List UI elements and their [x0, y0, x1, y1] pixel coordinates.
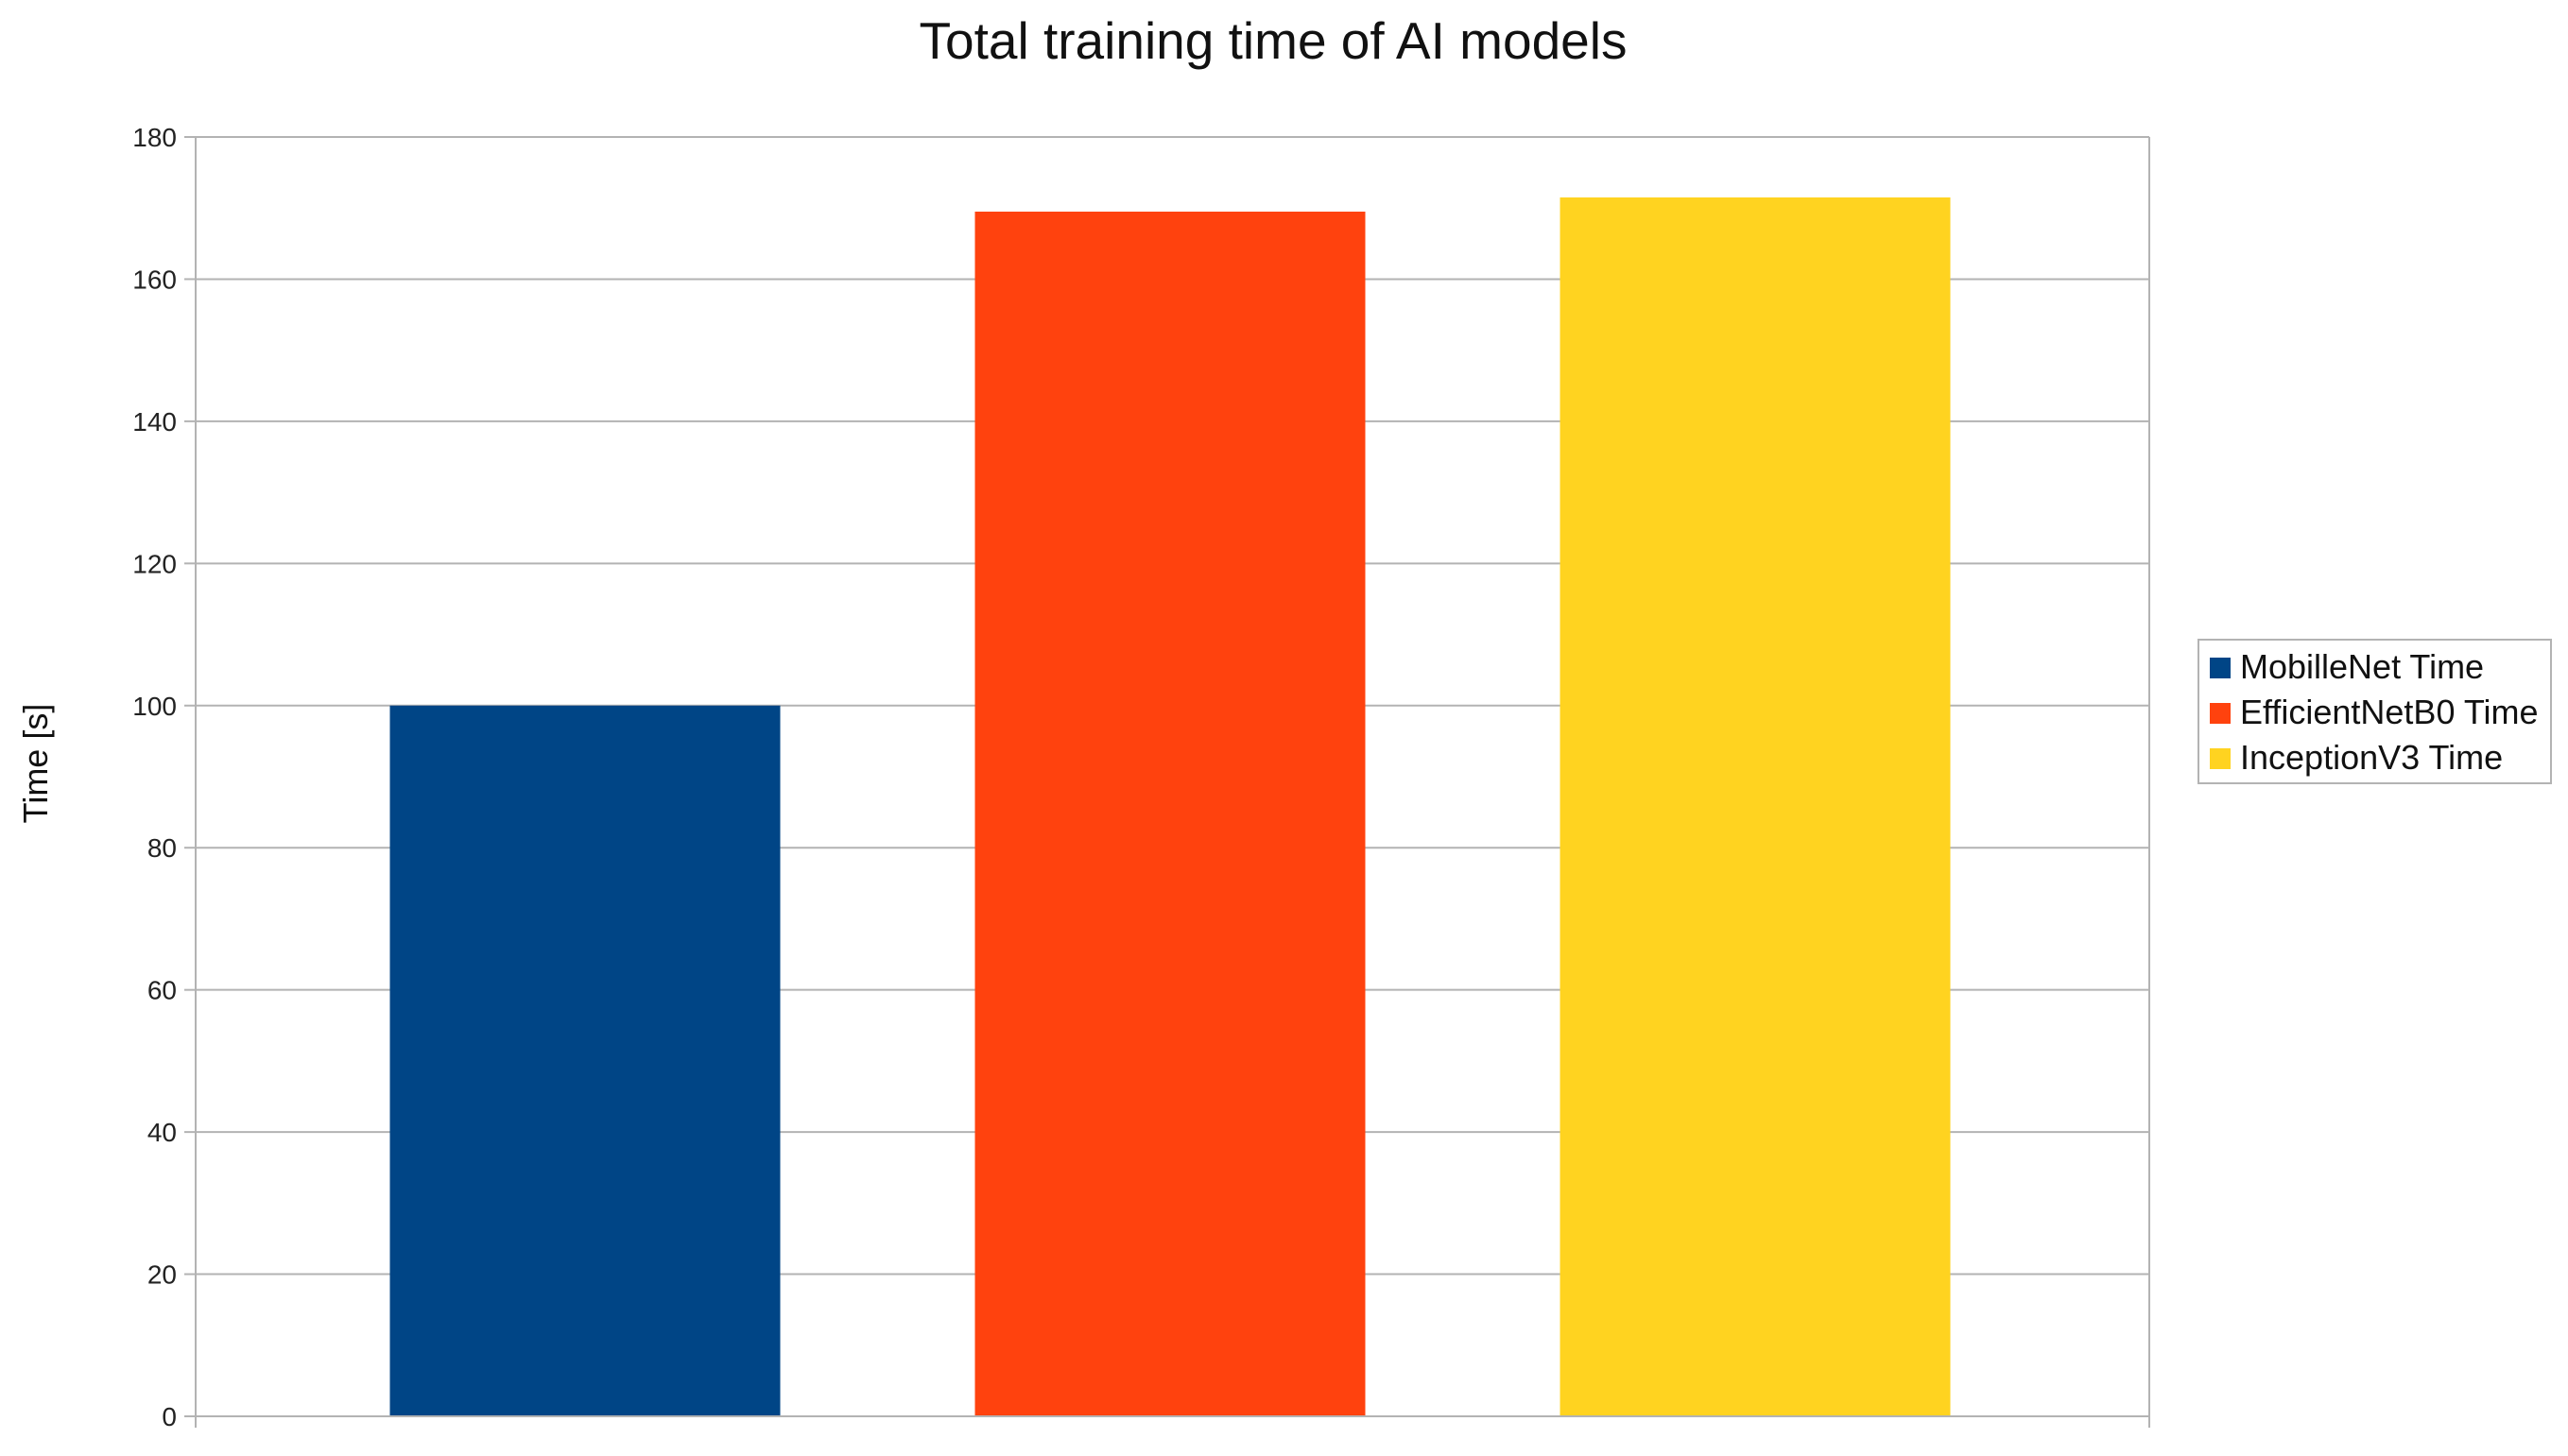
y-tick-label: 140 [132, 407, 177, 437]
bar [389, 705, 781, 1416]
y-tick-label: 60 [147, 976, 177, 1005]
y-tick-label: 120 [132, 549, 177, 578]
chart-title: Total training time of AI models [920, 11, 1628, 70]
legend-label: InceptionV3 Time [2240, 738, 2503, 777]
bars [389, 197, 1951, 1417]
y-tick-label: 80 [147, 833, 177, 863]
legend-label: EfficientNetB0 Time [2240, 693, 2538, 731]
legend-box [2197, 639, 2552, 784]
y-tick-label: 20 [147, 1260, 177, 1290]
y-tick-label: 100 [132, 692, 177, 721]
y-tick-label: 0 [162, 1402, 177, 1431]
y-tick-label: 40 [147, 1118, 177, 1147]
bar [974, 211, 1366, 1416]
legend-swatch [2210, 703, 2231, 724]
y-axis-title: Time [s] [16, 704, 55, 824]
axes [184, 136, 2150, 1428]
legend-swatch [2210, 748, 2231, 769]
legend: MobilleNet Time EfficientNetB0 Time Incept… [2197, 639, 2552, 784]
y-tick-labels: 0 20 40 60 80 100 120 140 160 180 [132, 123, 177, 1431]
legend-items: MobilleNet Time EfficientNetB0 Time Incept… [2210, 647, 2538, 777]
legend-swatch [2210, 658, 2231, 678]
legend-label: MobilleNet Time [2240, 647, 2484, 686]
y-tick-label: 180 [132, 123, 177, 152]
y-tick-label: 160 [132, 265, 177, 294]
bar [1560, 197, 1951, 1417]
